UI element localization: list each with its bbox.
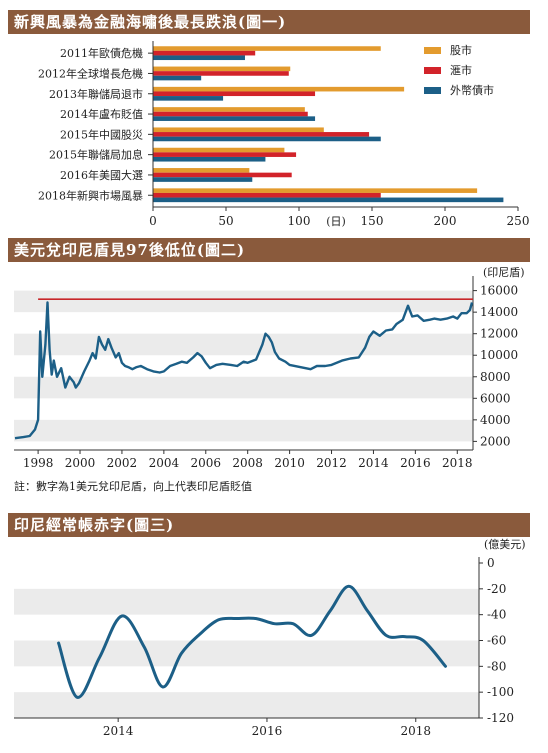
chart3-title-banner: 印尼經常帳赤字(圖三) bbox=[8, 513, 530, 537]
bar-1 bbox=[153, 46, 381, 51]
bar-3 bbox=[153, 136, 381, 142]
category-label: 2014年盧布貶值 bbox=[60, 107, 143, 121]
bar-2 bbox=[153, 192, 381, 198]
grid-band bbox=[14, 290, 473, 313]
bar-1 bbox=[153, 168, 250, 173]
x-tick-label: 2004 bbox=[149, 456, 180, 470]
bar-2 bbox=[153, 91, 316, 97]
chart3-title: 印尼經常帳赤字(圖三) bbox=[14, 516, 175, 534]
chart2-note: 註：數字為1美元兌印尼盾，向上代表印尼盾貶值 bbox=[14, 480, 252, 493]
grid-band bbox=[14, 692, 479, 718]
x-tick-label: 1998 bbox=[23, 456, 54, 470]
legend-label: 股市 bbox=[450, 43, 472, 57]
grid-band bbox=[14, 588, 479, 615]
y-tick-label: 6000 bbox=[480, 391, 511, 405]
grid-band bbox=[14, 419, 473, 442]
y-tick-label: -120 bbox=[487, 711, 514, 725]
y-tick-label: 0 bbox=[487, 556, 495, 570]
category-label: 2018年新興市場風暴 bbox=[38, 188, 143, 202]
grid-band bbox=[14, 376, 473, 399]
legend-swatch-2 bbox=[424, 67, 441, 74]
chart1-svg: 2011年歐債危機 2012年全球增長危機 2013年聯儲局退市 2014年盧布貶值 2… bbox=[38, 41, 530, 228]
legend-swatch-1 bbox=[424, 47, 441, 54]
grid-band bbox=[14, 640, 479, 667]
bar-3 bbox=[153, 197, 504, 203]
y-tick-label: 16000 bbox=[480, 284, 518, 298]
y-tick-label: -40 bbox=[487, 608, 506, 622]
x-tick-label: 2006 bbox=[191, 456, 222, 470]
bar-3 bbox=[153, 55, 245, 61]
chart2-title: 美元兌印尼盾見97後低位(圖二) bbox=[14, 241, 246, 259]
y-tick-label: -80 bbox=[487, 659, 506, 673]
bar-1 bbox=[153, 147, 285, 153]
x-tick-label: 2014 bbox=[103, 724, 134, 738]
y-tick-label: 4000 bbox=[480, 413, 511, 427]
category-label: 2013年聯儲局退市 bbox=[49, 87, 143, 101]
chart2-title-banner: 美元兌印尼盾見97後低位(圖二) bbox=[8, 238, 530, 262]
bar-2 bbox=[153, 132, 370, 137]
chart1-title: 新興風暴為金融海嘯後最長跌浪(圖一) bbox=[14, 13, 287, 31]
chart2-svg: 2000 4000 6000 8000 10000 12000 14000 16000 (印尼盾… bbox=[14, 266, 525, 470]
x-tick-label: 2018 bbox=[442, 456, 473, 470]
series-line bbox=[57, 584, 447, 699]
legend-label: 滙市 bbox=[450, 63, 472, 77]
bar-2 bbox=[153, 50, 256, 56]
x-tick-label: 2008 bbox=[232, 456, 263, 470]
category-label: 2015年中國股災 bbox=[60, 127, 143, 141]
category-label: 2012年全球增長危機 bbox=[38, 66, 143, 80]
x-tick-label: 0 bbox=[149, 214, 157, 228]
grid-band bbox=[14, 333, 473, 356]
unit-label: (印尼盾) bbox=[483, 266, 525, 279]
category-label: 2016年美國大選 bbox=[60, 168, 143, 182]
x-tick-label: 2000 bbox=[65, 456, 96, 470]
category-label: 2011年歐債危機 bbox=[60, 46, 143, 60]
bar-3 bbox=[153, 156, 266, 162]
x-tick-label: 2012 bbox=[316, 456, 347, 470]
unit-label: (億美元) bbox=[484, 538, 526, 551]
x-axis-unit: (日) bbox=[326, 215, 346, 228]
x-tick-label: 2016 bbox=[400, 456, 431, 470]
y-tick-label: 8000 bbox=[480, 370, 511, 384]
bar-3 bbox=[153, 177, 253, 182]
category-label: 2015年聯儲局加息 bbox=[49, 148, 143, 162]
x-tick-label: 150 bbox=[361, 214, 384, 228]
legend-swatch-3 bbox=[424, 87, 441, 94]
y-tick-label: 12000 bbox=[480, 327, 518, 341]
bar-3 bbox=[153, 96, 224, 101]
bar-2 bbox=[153, 111, 308, 117]
x-tick-label: 2002 bbox=[107, 456, 138, 470]
x-tick-label: 100 bbox=[288, 214, 311, 228]
chart1-title-banner: 新興風暴為金融海嘯後最長跌浪(圖一) bbox=[8, 10, 530, 34]
x-tick-label: 2014 bbox=[358, 456, 389, 470]
bar-2 bbox=[153, 152, 297, 157]
y-tick-label: 14000 bbox=[480, 305, 518, 319]
x-tick-label: 50 bbox=[218, 214, 233, 228]
x-tick-label: 2010 bbox=[274, 456, 305, 470]
x-tick-label: 2018 bbox=[400, 724, 431, 738]
bar-2 bbox=[153, 172, 292, 178]
chart3-svg: 0 -20 -40 -60 -80 -100 -120 (億美元) 2014 2016 2018 bbox=[14, 538, 526, 738]
x-tick-label: 200 bbox=[434, 214, 457, 228]
bar-2 bbox=[153, 71, 289, 76]
bar-1 bbox=[153, 86, 405, 92]
bar-3 bbox=[153, 116, 316, 121]
y-tick-label: -100 bbox=[487, 685, 514, 699]
y-tick-label: -60 bbox=[487, 634, 506, 648]
y-tick-label: 10000 bbox=[480, 348, 518, 362]
bar-1 bbox=[153, 107, 305, 112]
bar-1 bbox=[153, 127, 324, 133]
bar-1 bbox=[153, 66, 291, 72]
legend-label: 外幣債市 bbox=[450, 83, 494, 97]
bar-3 bbox=[153, 75, 202, 81]
x-tick-label: 250 bbox=[507, 214, 530, 228]
series-line bbox=[14, 301, 474, 440]
x-tick-label: 2016 bbox=[252, 724, 283, 738]
y-tick-label: 2000 bbox=[480, 434, 511, 448]
bar-1 bbox=[153, 188, 478, 193]
y-tick-label: -20 bbox=[487, 582, 506, 596]
